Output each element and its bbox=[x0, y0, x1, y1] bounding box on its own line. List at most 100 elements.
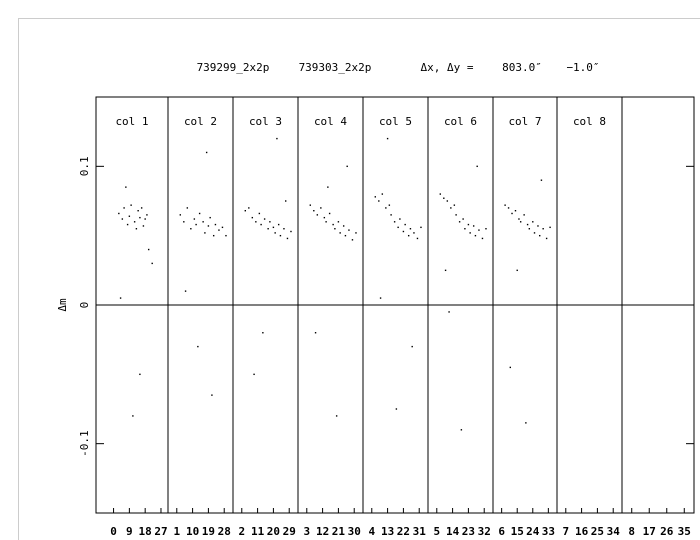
point bbox=[269, 221, 271, 223]
x-tick-label: 23 bbox=[462, 525, 475, 538]
panel-label: col 6 bbox=[444, 115, 477, 128]
point bbox=[385, 207, 387, 209]
point bbox=[248, 207, 250, 209]
x-tick-label: 3 bbox=[303, 525, 310, 538]
point bbox=[511, 212, 513, 215]
x-tick-label: 12 bbox=[316, 525, 329, 538]
point bbox=[402, 230, 405, 233]
point bbox=[342, 225, 345, 227]
point bbox=[397, 226, 399, 229]
point bbox=[137, 210, 139, 212]
point bbox=[386, 137, 389, 140]
x-tick-label: 26 bbox=[660, 525, 674, 538]
point bbox=[507, 207, 510, 209]
point bbox=[464, 228, 466, 230]
point bbox=[516, 269, 518, 272]
point bbox=[388, 204, 391, 206]
point bbox=[533, 232, 536, 234]
point bbox=[126, 223, 129, 226]
point bbox=[462, 218, 464, 220]
point bbox=[147, 248, 150, 251]
point bbox=[348, 229, 350, 231]
x-tick-label: 22 bbox=[397, 525, 410, 538]
x-tick-label: 16 bbox=[575, 525, 589, 538]
panel-label: col 1 bbox=[115, 115, 148, 128]
x-tick-label: 29 bbox=[283, 525, 296, 538]
point bbox=[395, 408, 398, 410]
point bbox=[262, 332, 264, 334]
point bbox=[337, 221, 340, 223]
point bbox=[277, 223, 280, 226]
x-tick-label: 20 bbox=[267, 525, 280, 538]
point bbox=[193, 218, 196, 220]
point bbox=[381, 193, 384, 195]
point bbox=[125, 186, 127, 188]
point bbox=[327, 186, 329, 188]
y-tick-label: 0.1 bbox=[78, 156, 91, 176]
point bbox=[450, 207, 452, 209]
title-part: 803.0″ bbox=[502, 61, 542, 74]
point bbox=[132, 415, 134, 417]
title-part: 739299_2x2p bbox=[197, 61, 270, 74]
point bbox=[198, 212, 201, 215]
point bbox=[139, 216, 141, 219]
point bbox=[290, 230, 292, 233]
y-tick-label: -0.1 bbox=[78, 430, 91, 457]
point bbox=[379, 297, 382, 299]
point bbox=[399, 218, 401, 220]
point bbox=[139, 373, 141, 376]
point bbox=[244, 210, 246, 212]
point bbox=[211, 394, 213, 396]
x-tick-label: 33 bbox=[542, 525, 555, 538]
point bbox=[279, 234, 282, 237]
x-tick-label: 21 bbox=[332, 525, 346, 538]
page-frame bbox=[18, 18, 700, 540]
point bbox=[443, 197, 445, 199]
point bbox=[542, 228, 544, 230]
point bbox=[537, 225, 539, 227]
x-tick-label: 24 bbox=[526, 525, 540, 538]
point bbox=[225, 234, 227, 237]
x-tick-label: 18 bbox=[139, 525, 152, 538]
x-tick-label: 30 bbox=[348, 525, 361, 538]
y-tick-label: 0 bbox=[78, 302, 91, 309]
x-tick-label: 14 bbox=[446, 525, 460, 538]
point bbox=[346, 165, 348, 168]
x-tick-label: 17 bbox=[643, 525, 656, 538]
point bbox=[267, 228, 269, 230]
point bbox=[472, 225, 475, 227]
point bbox=[316, 214, 319, 216]
x-tick-label: 6 bbox=[498, 525, 505, 538]
point bbox=[276, 137, 278, 140]
panel-label: col 8 bbox=[573, 115, 606, 128]
x-tick-label: 15 bbox=[511, 525, 524, 538]
x-tick-label: 11 bbox=[251, 525, 265, 538]
point bbox=[453, 204, 456, 206]
point bbox=[218, 229, 220, 231]
panel-label: col 7 bbox=[508, 115, 541, 128]
x-tick-label: 27 bbox=[154, 525, 167, 538]
point bbox=[285, 200, 287, 202]
point bbox=[404, 223, 406, 226]
point bbox=[260, 223, 262, 226]
point bbox=[144, 218, 146, 220]
point bbox=[272, 226, 275, 229]
point bbox=[179, 214, 181, 216]
x-tick-label: 5 bbox=[433, 525, 440, 538]
point bbox=[549, 226, 551, 229]
point bbox=[146, 214, 148, 216]
point bbox=[283, 228, 285, 230]
point bbox=[190, 228, 192, 230]
point bbox=[355, 232, 357, 234]
x-tick-label: 19 bbox=[202, 525, 215, 538]
point bbox=[258, 212, 261, 215]
point bbox=[526, 223, 529, 226]
point bbox=[455, 214, 457, 216]
point bbox=[467, 223, 470, 226]
point bbox=[409, 228, 412, 230]
point bbox=[532, 221, 534, 223]
x-tick-label: 1 bbox=[173, 525, 180, 538]
point bbox=[313, 210, 315, 212]
point bbox=[545, 237, 548, 240]
point bbox=[335, 415, 338, 417]
